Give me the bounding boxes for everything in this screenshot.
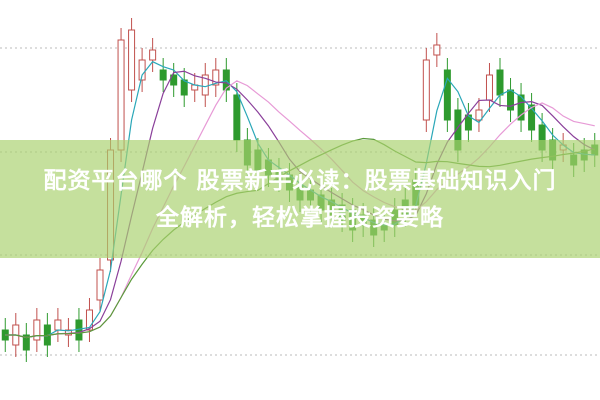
falling-candle — [507, 89, 515, 111]
rising-candle — [138, 59, 146, 81]
headline: 配资平台哪个 股票新手必读：股票基础知识入门 全解析，轻松掌握投资要略 — [0, 163, 600, 237]
falling-candle — [496, 69, 504, 96]
falling-candle — [517, 94, 525, 121]
falling-candle — [170, 74, 178, 86]
rising-candle — [422, 59, 430, 121]
rising-candle — [201, 74, 209, 96]
rising-candle — [54, 319, 62, 331]
rising-candle — [96, 269, 104, 301]
falling-candle — [443, 69, 451, 121]
falling-candle — [528, 104, 536, 131]
rising-candle — [128, 29, 136, 91]
falling-candle — [222, 69, 230, 91]
falling-candle — [159, 69, 167, 81]
rising-candle — [212, 69, 220, 86]
rising-candle — [475, 109, 483, 121]
falling-candle — [233, 94, 241, 141]
rising-candle — [117, 39, 125, 151]
rising-candle — [485, 74, 493, 101]
headline-line-2: 全解析，轻松掌握投资要略 — [156, 205, 444, 231]
falling-candle — [22, 334, 30, 351]
rising-candle — [85, 309, 93, 331]
rising-candle — [33, 319, 41, 341]
rising-candle — [433, 44, 441, 56]
rising-candle — [149, 49, 157, 61]
headline-banner — [0, 140, 600, 258]
headline-line-1: 配资平台哪个 股票新手必读：股票基础知识入门 — [43, 168, 557, 194]
